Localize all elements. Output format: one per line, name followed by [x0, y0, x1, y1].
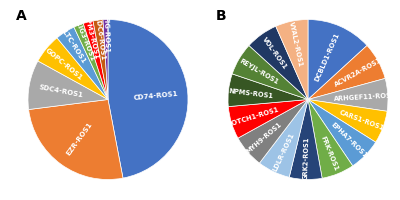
Wedge shape	[308, 100, 376, 166]
Wedge shape	[276, 20, 308, 100]
Wedge shape	[38, 39, 108, 100]
Text: VOL-ROS1: VOL-ROS1	[261, 36, 288, 71]
Wedge shape	[103, 20, 108, 100]
Wedge shape	[228, 100, 308, 138]
Wedge shape	[232, 46, 308, 100]
Text: SDC4-ROS1: SDC4-ROS1	[38, 84, 84, 98]
Wedge shape	[29, 100, 123, 180]
Text: TPM3-ROS1: TPM3-ROS1	[83, 14, 100, 60]
Wedge shape	[249, 27, 308, 100]
Wedge shape	[308, 20, 367, 100]
Wedge shape	[289, 100, 322, 180]
Wedge shape	[74, 24, 108, 100]
Wedge shape	[228, 75, 308, 107]
Text: NOTCH1-ROS1: NOTCH1-ROS1	[226, 106, 280, 127]
Wedge shape	[308, 100, 387, 142]
Text: DCBLD1-ROS1: DCBLD1-ROS1	[314, 31, 341, 82]
Wedge shape	[308, 79, 388, 112]
Text: CD74-ROS1: CD74-ROS1	[133, 90, 178, 101]
Text: CLTC-ROS1: CLTC-ROS1	[59, 25, 87, 64]
Text: EPHA7-ROS1: EPHA7-ROS1	[330, 121, 368, 159]
Wedge shape	[108, 20, 188, 178]
Text: CCDC6-ROS1: CCDC6-ROS1	[94, 10, 106, 60]
Text: ACVR2A-ROS1: ACVR2A-ROS1	[334, 57, 383, 88]
Wedge shape	[28, 62, 108, 110]
Text: GOPC-ROS1: GOPC-ROS1	[44, 46, 83, 80]
Text: ARHGEF11-ROS1: ARHGEF11-ROS1	[334, 92, 397, 101]
Text: A: A	[16, 8, 27, 22]
Wedge shape	[308, 100, 353, 178]
Text: GRK2-ROS1: GRK2-ROS1	[303, 136, 310, 179]
Text: FIG-ROS1: FIG-ROS1	[102, 16, 110, 53]
Wedge shape	[83, 22, 108, 100]
Wedge shape	[57, 28, 108, 100]
Text: LRIG3-ROS1: LRIG3-ROS1	[72, 16, 95, 62]
Text: B: B	[216, 8, 227, 22]
Wedge shape	[260, 100, 308, 177]
Wedge shape	[308, 46, 385, 100]
Wedge shape	[93, 21, 108, 100]
Text: REYJL-ROS1: REYJL-ROS1	[238, 57, 279, 85]
Text: MYH9-ROS1: MYH9-ROS1	[246, 121, 283, 154]
Text: EZR-ROS1: EZR-ROS1	[66, 121, 94, 156]
Text: FRK-ROS1: FRK-ROS1	[320, 135, 340, 171]
Wedge shape	[238, 100, 308, 163]
Text: CARS1-ROS1: CARS1-ROS1	[339, 109, 385, 131]
Text: VYAL2-ROS1: VYAL2-ROS1	[288, 21, 304, 67]
Text: NPMS-ROS1: NPMS-ROS1	[228, 88, 274, 99]
Text: LDLR-ROS1: LDLR-ROS1	[272, 132, 295, 172]
